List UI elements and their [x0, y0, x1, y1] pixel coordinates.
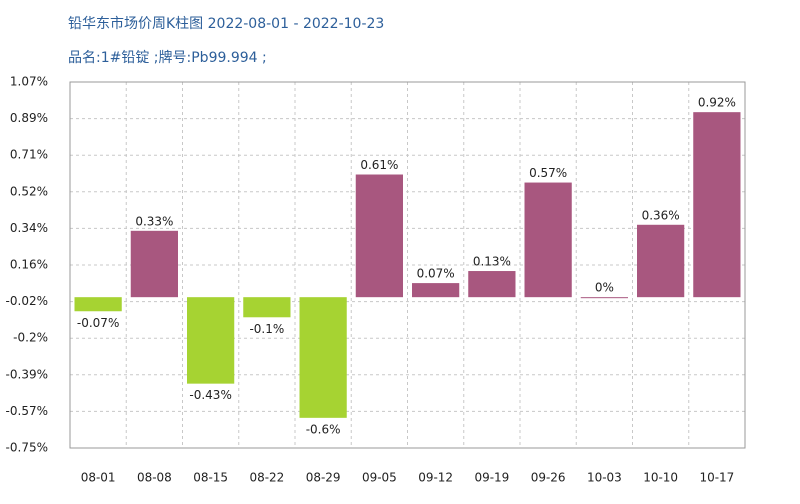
y-tick-label: 0.52% [10, 184, 48, 198]
y-tick-label: 1.07% [10, 75, 48, 89]
value-label: 0% [595, 281, 614, 295]
plot-frame [69, 81, 746, 449]
x-tick-label: 09-05 [362, 471, 397, 485]
value-label: 0.13% [473, 255, 511, 269]
value-label: -0.43% [189, 388, 231, 402]
x-tick-label: 08-22 [249, 471, 284, 485]
bar [355, 174, 403, 298]
y-tick-label: -0.75% [6, 441, 48, 455]
bar [468, 271, 516, 298]
value-label: 0.07% [417, 267, 455, 281]
value-label: -0.1% [249, 322, 284, 336]
bar [130, 230, 178, 298]
bar [580, 297, 628, 299]
value-label: 0.33% [135, 214, 173, 228]
value-label: 0.57% [529, 166, 567, 180]
value-label: -0.6% [306, 422, 341, 436]
value-label: -0.07% [77, 316, 119, 330]
bar [412, 283, 460, 298]
x-tick-label: 08-08 [137, 471, 172, 485]
x-tick-label: 10-03 [587, 471, 622, 485]
bar [187, 297, 235, 384]
value-label: 0.92% [698, 96, 736, 110]
y-tick-label: 0.89% [10, 111, 48, 125]
x-tick-label: 10-17 [699, 471, 734, 485]
y-tick-label: 0.16% [10, 258, 48, 272]
y-tick-label: -0.2% [13, 331, 48, 345]
y-tick-label: -0.39% [6, 367, 48, 381]
x-tick-label: 10-10 [643, 471, 678, 485]
bar [637, 224, 685, 298]
bar [243, 297, 291, 318]
value-label: 0.61% [360, 158, 398, 172]
x-tick-label: 08-29 [306, 471, 341, 485]
y-tick-label: -0.57% [6, 404, 48, 418]
x-tick-label: 09-19 [474, 471, 509, 485]
y-tick-label: -0.02% [6, 294, 48, 308]
y-tick-label: 0.71% [10, 148, 48, 162]
bar [693, 112, 741, 298]
x-tick-label: 08-15 [193, 471, 228, 485]
x-tick-label: 09-26 [531, 471, 566, 485]
value-label: 0.36% [642, 208, 680, 222]
chart-subtitle: 品名:1#铅锭 ;牌号:Pb99.994 ; [68, 49, 267, 66]
y-tick-label: 0.34% [10, 221, 48, 235]
x-tick-label: 08-01 [81, 471, 116, 485]
bar [299, 297, 347, 418]
bar [524, 182, 572, 298]
bar [74, 297, 122, 312]
chart-title: 铅华东市场价周K柱图 2022-08-01 - 2022-10-23 [68, 15, 384, 32]
x-tick-label: 09-12 [418, 471, 453, 485]
